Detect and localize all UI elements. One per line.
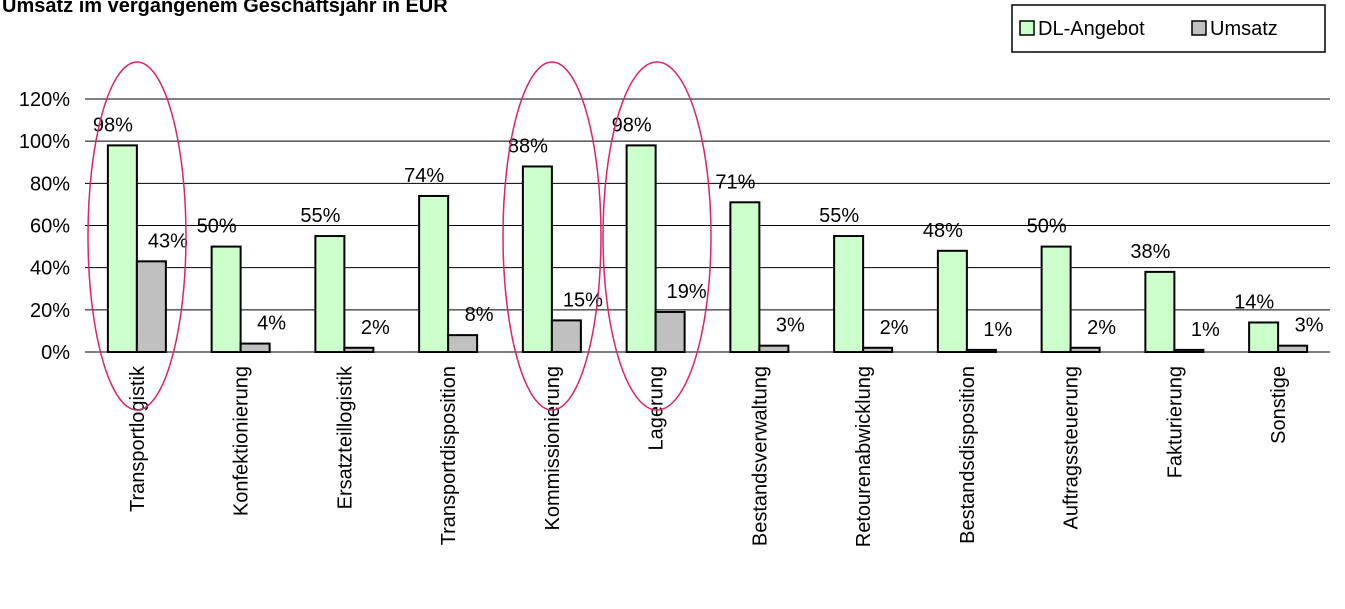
y-tick-label: 40% xyxy=(30,258,70,280)
data-label: 14% xyxy=(1234,291,1274,313)
data-label: 1% xyxy=(1191,319,1220,341)
bar xyxy=(1248,321,1280,354)
x-tick-label: Fakturierung xyxy=(1164,366,1186,478)
data-label: 55% xyxy=(300,205,340,227)
x-tick-label: Auftragssteuerung xyxy=(1061,366,1083,529)
bar xyxy=(965,348,997,353)
bar xyxy=(936,249,968,353)
data-label: 98% xyxy=(93,114,133,136)
data-label: 1% xyxy=(983,319,1012,341)
x-tick-label: Ersatzteillogistik xyxy=(334,365,356,509)
y-tick-label: 60% xyxy=(30,216,70,238)
legend-label: Umsatz xyxy=(1210,18,1278,40)
bar xyxy=(210,245,242,353)
legend-swatch xyxy=(1019,20,1035,36)
data-label: 2% xyxy=(1087,317,1116,339)
data-label: 98% xyxy=(612,114,652,136)
highlight-ellipses xyxy=(87,61,712,411)
x-tick-label: Retourenabwicklung xyxy=(853,366,875,547)
x-tick-label: Bestandsdisposition xyxy=(957,366,979,544)
bar xyxy=(1277,344,1309,353)
plot: 0% 20% 40% 60% 80% 100% 120% Transportlogistik 9… xyxy=(19,89,1330,547)
x-tick-label: Lagerung xyxy=(646,366,668,451)
bar xyxy=(521,165,553,353)
highlight-ellipse xyxy=(602,61,712,411)
legend-box xyxy=(1011,4,1326,53)
legend: DL-Angebot Umsatz xyxy=(1019,18,1278,40)
data-label: 48% xyxy=(923,220,963,242)
bar xyxy=(418,194,450,353)
x-tick-label: Transportlogistik xyxy=(127,365,149,512)
highlight-ellipse xyxy=(87,61,187,411)
bar xyxy=(729,201,761,353)
highlight-ellipse xyxy=(502,61,602,411)
x-tick-label: Sonstige xyxy=(1268,366,1290,444)
data-label: 3% xyxy=(1295,315,1324,337)
bar xyxy=(550,319,582,353)
data-label: 19% xyxy=(667,281,707,303)
legend-label: DL-Angebot xyxy=(1038,18,1145,40)
y-tick-label: 80% xyxy=(30,173,70,195)
bar xyxy=(833,235,865,354)
chart-title: Umsatz im vergangenem Geschäftsjahr in E… xyxy=(2,0,448,17)
y-tick-label: 0% xyxy=(41,342,70,364)
bar xyxy=(862,346,894,353)
x-tick-label: Konfektionierung xyxy=(231,366,253,516)
bar xyxy=(1040,245,1072,353)
data-label: 8% xyxy=(465,304,494,326)
x-tick-label: Kommissionierung xyxy=(542,366,564,531)
bar xyxy=(239,342,271,354)
data-label: 3% xyxy=(776,315,805,337)
data-label: 15% xyxy=(563,289,603,311)
data-label: 2% xyxy=(361,317,390,339)
data-label: 2% xyxy=(880,317,909,339)
data-label: 88% xyxy=(508,135,548,157)
bar xyxy=(314,235,346,354)
y-tick-label: 120% xyxy=(19,89,70,111)
data-label: 50% xyxy=(197,216,237,238)
data-label: 74% xyxy=(404,165,444,187)
y-tick-label: 20% xyxy=(30,300,70,322)
data-label: 43% xyxy=(148,230,188,252)
bar xyxy=(135,260,167,354)
bar xyxy=(625,144,657,353)
data-label: 4% xyxy=(257,313,286,335)
x-tick-label: Bestandsverwaltung xyxy=(749,366,771,546)
data-label: 50% xyxy=(1027,216,1067,238)
legend-swatch xyxy=(1191,20,1207,36)
data-label: 71% xyxy=(715,171,755,193)
bar xyxy=(106,144,138,353)
bar xyxy=(343,346,375,353)
bar xyxy=(1173,348,1205,353)
bar xyxy=(1069,346,1101,353)
bar xyxy=(447,334,479,353)
data-label: 55% xyxy=(819,205,859,227)
bar xyxy=(654,310,686,354)
data-label: 38% xyxy=(1130,241,1170,263)
y-tick-label: 100% xyxy=(19,131,70,153)
bar xyxy=(1144,270,1176,353)
bar xyxy=(758,344,790,353)
x-tick-label: Transportdisposition xyxy=(438,366,460,545)
